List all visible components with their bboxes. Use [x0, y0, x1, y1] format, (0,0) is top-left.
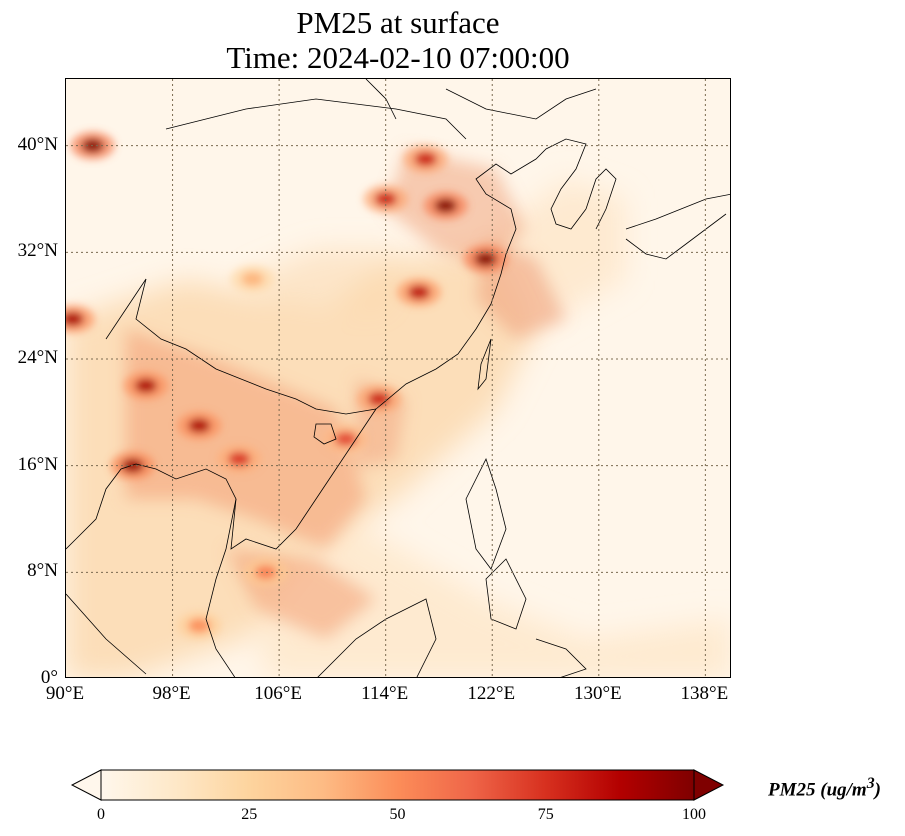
colorbar-title-superscript: 3 [866, 775, 875, 792]
colorbar-tick-label: 75 [537, 806, 554, 823]
pm25-hotspot [334, 432, 357, 446]
colorbar-title: PM25 (ug/m3) [768, 775, 881, 801]
longitude-tick-label: 130°E [573, 683, 622, 704]
colorbar-tick-label: 100 [682, 806, 706, 823]
colorbar-gradient [100, 769, 695, 801]
pm25-hotspot [407, 285, 430, 300]
pm25-hotspot [188, 418, 211, 433]
map-panel [65, 78, 731, 678]
latitude-tick-label: 32°N [17, 240, 58, 262]
map-time: Time: 2024-02-10 07:00:00 [226, 40, 570, 75]
latitude-tick-label: 0° [40, 667, 58, 688]
pm25-hotspot [228, 452, 251, 466]
colorbar-max-extend [693, 769, 725, 801]
pm25-hotspot [134, 378, 157, 393]
latitude-tick-label: 24°N [17, 347, 58, 368]
latitude-tick-label: 40°N [17, 133, 58, 155]
longitude-tick-label: 90°E [45, 683, 85, 704]
colorbar-tick-label: 0 [97, 806, 105, 823]
longitude-tick-label: 114°E [361, 683, 409, 704]
colorbar-title-close: ) [874, 779, 881, 801]
latitude-tick-label: 16°N [17, 453, 58, 475]
pm25-hotspot [368, 392, 391, 406]
longitude-tick-label: 138°E [680, 683, 729, 704]
longitude-tick-label: 98°E [152, 683, 191, 704]
pm25-hotspot [434, 198, 457, 213]
map-canvas [66, 79, 730, 677]
pm25-hotspot [414, 152, 437, 166]
longitude-tick-label: 122°E [467, 683, 516, 704]
longitude-tick-label: 106°E [254, 683, 302, 704]
pm25-hotspot [66, 312, 84, 326]
colorbar-tick-label: 25 [241, 806, 258, 823]
colorbar-tick-label: 50 [389, 806, 406, 823]
map-title: PM25 at surface [296, 5, 500, 40]
gridlines [66, 79, 730, 677]
colorbar-min-extend [70, 769, 102, 801]
colorbar [70, 769, 725, 801]
pm25-hotspot [241, 272, 264, 286]
coastlines [66, 79, 730, 677]
pm25-hotspot [188, 618, 211, 633]
pm25-hotspot [474, 252, 497, 266]
pm25-hotspot [254, 565, 277, 580]
colorbar-title-text: PM25 (ug/m [768, 779, 867, 801]
latitude-tick-label: 8°N [27, 560, 58, 582]
